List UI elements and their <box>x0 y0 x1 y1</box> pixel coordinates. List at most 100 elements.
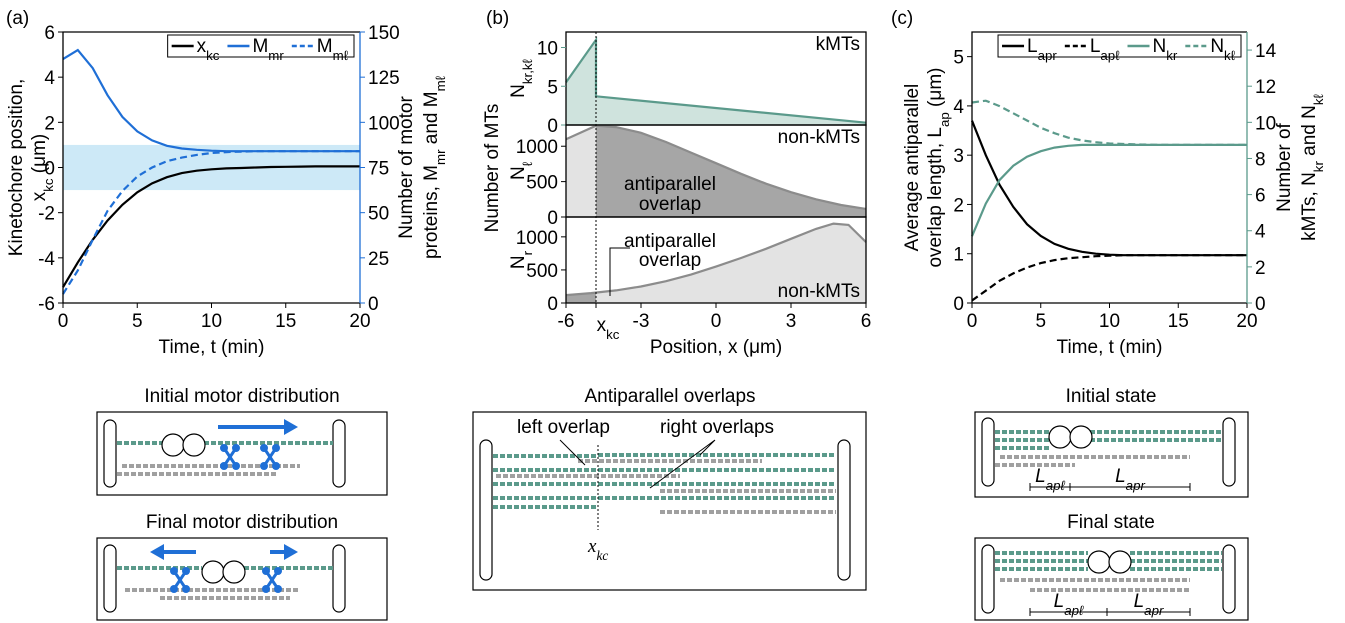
text-part: kr <box>1166 48 1178 63</box>
y-tick-label: 0 <box>547 208 558 229</box>
y-tick-label: 1000 <box>516 137 558 158</box>
y-tick-label: -6 <box>38 294 55 315</box>
text-part: mℓ <box>433 75 448 91</box>
y-tick-label: 1 <box>953 245 964 266</box>
annotation: antiparallel <box>624 231 716 252</box>
motor-head <box>220 444 228 452</box>
xkc-label: xkc <box>587 536 608 563</box>
x-tick-label: 6 <box>861 311 872 332</box>
spindle-pole <box>837 439 851 581</box>
legend-label: Lapr <box>1027 36 1057 63</box>
x-tick-label: -6 <box>558 311 575 332</box>
x-axis-label: Time, t (min) <box>159 337 265 358</box>
text-part: and N <box>1299 105 1320 161</box>
motor-head <box>274 567 282 575</box>
dimension-label: Lapr <box>1115 466 1145 493</box>
text-part: apr <box>1126 478 1146 493</box>
annotation-leader <box>609 247 630 296</box>
legend-box <box>167 34 355 58</box>
area-fill <box>566 39 866 125</box>
text-part: N <box>508 84 529 98</box>
legend: Lapr Lapℓ Nkr Nkℓ <box>997 34 1242 63</box>
text-part: N <box>508 255 529 269</box>
series-line <box>565 222 867 297</box>
diagram-title: Antiparallel overlaps <box>584 386 755 407</box>
y-tick-label: 5 <box>547 77 558 98</box>
y-axis-label: xkc (μm) <box>29 134 56 202</box>
arrow-head <box>284 544 298 560</box>
y-tick-label: 0 <box>44 159 55 180</box>
y-tick-label: 2 <box>953 195 964 216</box>
spindle-pole <box>479 439 493 581</box>
y2-axis-label: proteins, Mmr and Mmℓ <box>421 75 448 259</box>
kinetochore <box>1108 550 1132 574</box>
motor-head <box>262 585 270 593</box>
y-tick-label: 4 <box>1255 222 1266 243</box>
series-line <box>970 143 1247 237</box>
series-line <box>565 124 867 210</box>
text-part: M <box>317 36 333 57</box>
y-axis-label: Nkr,kℓ <box>508 58 535 97</box>
motor-head <box>220 462 228 470</box>
arrow-head <box>150 544 164 560</box>
dimension-label: Lapℓ <box>1054 591 1084 618</box>
text-part: and M <box>421 91 442 149</box>
text-part: mr <box>433 149 448 165</box>
series-line <box>62 165 360 288</box>
annotation: overlap <box>639 250 701 271</box>
dimension-label: Lapr <box>1134 591 1164 618</box>
motor-head <box>232 462 240 470</box>
y2-axis-label: Number of <box>1274 122 1295 211</box>
x-tick-label: -3 <box>633 311 650 332</box>
kinetochore <box>182 433 206 457</box>
y-tick-label: 2 <box>1255 258 1266 279</box>
text-part: Number of motor <box>396 96 417 239</box>
motor-head <box>272 462 280 470</box>
diagram-title: Final motor distribution <box>146 512 338 533</box>
text-part: overlap length, L <box>925 127 946 268</box>
area-fill <box>596 125 866 217</box>
y-tick-label: 12 <box>1255 77 1276 98</box>
y-tick-label: -2 <box>38 204 55 225</box>
panel-label: (b) <box>486 8 509 29</box>
axes <box>971 31 1247 304</box>
area-fill <box>566 125 596 217</box>
text-part: apℓ <box>1064 603 1084 618</box>
y-tick-label: 0 <box>953 294 964 315</box>
motor-head <box>260 462 268 470</box>
x-axis-label: Time, t (min) <box>1057 337 1163 358</box>
y-axis-label: Nℓ <box>508 161 535 180</box>
text-part: L <box>1134 591 1145 612</box>
y-tick-label: 0 <box>368 294 379 315</box>
spindle-pole <box>981 544 995 614</box>
annotation: antiparallel <box>624 174 716 195</box>
text-part: apr <box>1038 48 1058 63</box>
y-tick-label: 100 <box>368 113 400 134</box>
annotation: non-kMTs <box>778 127 860 148</box>
kinetochore <box>1069 425 1093 449</box>
text-part: kMTs, N <box>1299 172 1320 241</box>
motor-head <box>170 585 178 593</box>
text-part: ap <box>937 112 952 127</box>
legend-label: Lapℓ <box>1090 36 1120 63</box>
x-tick-label: 5 <box>132 311 143 332</box>
y-tick-label: 75 <box>368 159 389 180</box>
text-part: kc <box>41 178 56 192</box>
series-line <box>970 120 1247 257</box>
spindle-pole <box>103 419 117 488</box>
legend-label: Mmℓ <box>317 36 349 63</box>
series-line <box>62 48 360 153</box>
legend-label: Nkℓ <box>1210 36 1235 63</box>
legend-label: Mmr <box>252 36 284 63</box>
y-tick-label: 2 <box>44 113 55 134</box>
legend-box <box>997 34 1242 58</box>
callout-leader <box>559 439 716 489</box>
y-tick-label: 5 <box>953 48 964 69</box>
text-part: Average antiparallel <box>902 84 923 252</box>
text-part: Time, t (min) <box>1057 337 1163 358</box>
text-part: ℓ <box>520 161 535 166</box>
text-part: L <box>1090 36 1101 57</box>
x-tick-label: 20 <box>349 311 370 332</box>
y-tick-label: 150 <box>368 23 400 44</box>
x-tick-label: 0 <box>58 311 69 332</box>
